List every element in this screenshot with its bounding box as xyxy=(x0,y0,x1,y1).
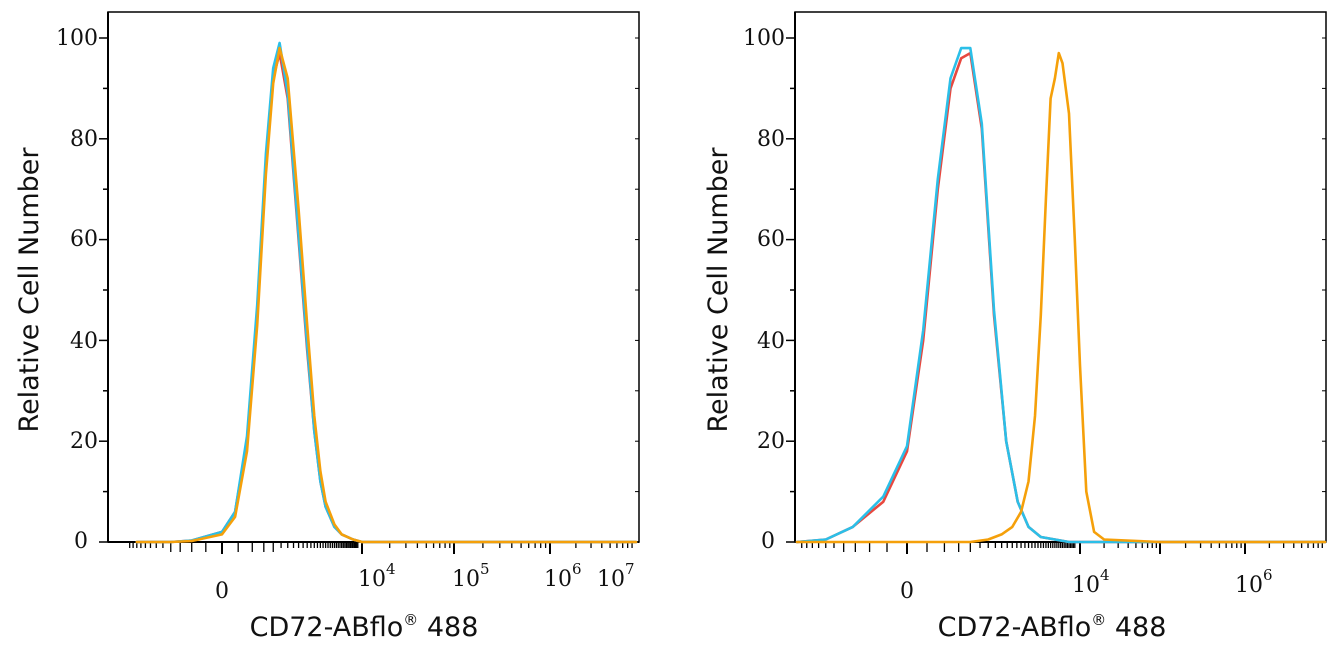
left-series-line-1 xyxy=(135,41,638,544)
left-y-axis-title: Relative Cell Number xyxy=(14,147,45,433)
left-y-tick-label-40: 40 xyxy=(70,329,98,354)
right-x-tick-1e4-exp: 4 xyxy=(1100,566,1110,584)
right-series-line-1 xyxy=(795,46,1327,544)
left-x-tick-label-1e6: 106 xyxy=(544,560,582,592)
right-x-tick-label-1e4: 104 xyxy=(1072,566,1110,598)
left-y-tick-label-60: 60 xyxy=(70,227,98,252)
left-series-group xyxy=(135,41,638,544)
left-x-tick-1e7-exp: 7 xyxy=(625,560,635,578)
right-x-tick-1e6-base: 10 xyxy=(1235,573,1263,598)
right-y-ticks xyxy=(786,37,1326,543)
right-y-axis-title: Relative Cell Number xyxy=(703,147,734,433)
right-y-tick-label-20: 20 xyxy=(757,429,785,454)
right-plot-frame xyxy=(794,11,1327,543)
right-minor-ticks xyxy=(801,542,1323,554)
left-y-tick-label-80: 80 xyxy=(70,127,98,152)
right-x-tick-1e6-exp: 6 xyxy=(1263,566,1273,584)
right-y-tick-label-0: 0 xyxy=(761,529,775,554)
left-x-tick-1e5-base: 10 xyxy=(452,567,480,592)
right-y-tick-label-60: 60 xyxy=(757,227,785,252)
left-x-axis-title: CD72-ABflo® 488 xyxy=(250,611,479,643)
left-x-tick-1e6-base: 10 xyxy=(544,567,572,592)
left-y-tick-label-100: 100 xyxy=(56,26,98,51)
left-plot-frame xyxy=(107,11,640,543)
right-y-tick-label-80: 80 xyxy=(757,127,785,152)
left-x-tick-label-1e7: 107 xyxy=(597,560,635,592)
right-x-tick-label-1e6: 106 xyxy=(1235,566,1273,598)
left-y-tick-label-20: 20 xyxy=(70,429,98,454)
left-x-tick-label-1e5: 105 xyxy=(452,560,490,592)
right-x-tick-1e4-base: 10 xyxy=(1072,573,1100,598)
left-y-tick-label-0: 0 xyxy=(74,529,88,554)
left-y-ticks xyxy=(99,37,639,543)
right-x-tick-label-0: 0 xyxy=(900,579,914,604)
left-x-tick-label-0: 0 xyxy=(215,579,229,604)
left-x-tick-label-1e4: 104 xyxy=(358,560,396,592)
right-series-line-0 xyxy=(795,51,1327,544)
right-y-tick-label-40: 40 xyxy=(757,329,785,354)
left-series-line-2 xyxy=(135,46,638,544)
left-x-tick-1e4-exp: 4 xyxy=(386,560,396,578)
left-x-tick-1e5-exp: 5 xyxy=(480,560,490,578)
right-panel: 0 20 40 60 80 100 0 104 106 CD72-ABflo® … xyxy=(703,11,1327,643)
left-minor-ticks xyxy=(129,542,633,554)
right-series-line-2 xyxy=(795,51,1327,544)
left-x-tick-1e4-base: 10 xyxy=(358,567,386,592)
left-series-line-0 xyxy=(135,51,638,544)
left-x-tick-1e7-base: 10 xyxy=(597,567,625,592)
right-series-group xyxy=(795,46,1327,544)
left-x-tick-1e6-exp: 6 xyxy=(572,560,582,578)
right-x-axis-title: CD72-ABflo® 488 xyxy=(938,611,1167,643)
left-panel: 0 20 40 60 80 100 0 104 105 106 107 CD72… xyxy=(14,11,640,643)
right-y-tick-label-100: 100 xyxy=(743,26,785,51)
